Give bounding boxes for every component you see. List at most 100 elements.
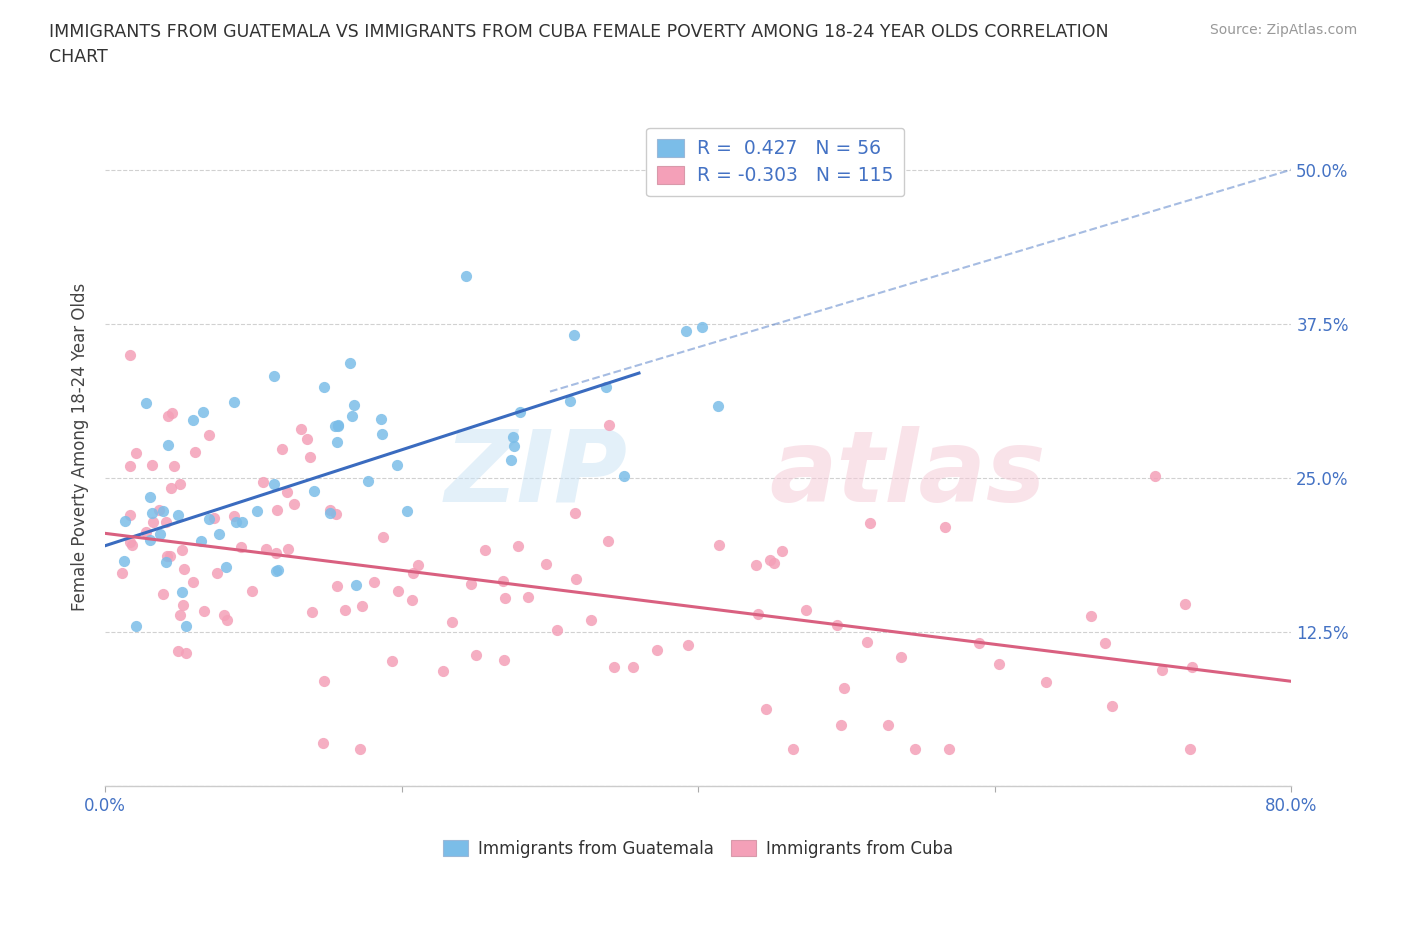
- Point: [283, 496, 305, 511]
- Point: [193, 405, 215, 419]
- Point: [1174, 597, 1197, 612]
- Point: [169, 607, 191, 622]
- Point: [205, 566, 228, 581]
- Point: [509, 405, 531, 419]
- Point: [267, 563, 290, 578]
- Point: [155, 554, 177, 569]
- Point: [141, 506, 163, 521]
- Point: [325, 418, 347, 433]
- Point: [156, 437, 179, 452]
- Point: [111, 565, 134, 580]
- Point: [859, 515, 882, 530]
- Point: [371, 529, 394, 544]
- Point: [197, 428, 219, 443]
- Point: [1035, 674, 1057, 689]
- Point: [301, 604, 323, 619]
- Point: [967, 636, 990, 651]
- Point: [314, 673, 336, 688]
- Point: [325, 507, 347, 522]
- Point: [215, 560, 238, 575]
- Point: [295, 432, 318, 446]
- Point: [181, 575, 204, 590]
- Point: [252, 475, 274, 490]
- Point: [1181, 660, 1204, 675]
- Point: [579, 612, 602, 627]
- Point: [387, 583, 409, 598]
- Point: [290, 421, 312, 436]
- Point: [406, 558, 429, 573]
- Point: [263, 368, 285, 383]
- Point: [707, 538, 730, 552]
- Point: [246, 503, 269, 518]
- Point: [381, 653, 404, 668]
- Point: [326, 435, 349, 450]
- Point: [349, 742, 371, 757]
- Point: [263, 476, 285, 491]
- Point: [934, 520, 956, 535]
- Point: [676, 637, 699, 652]
- Point: [759, 552, 782, 567]
- Point: [558, 393, 581, 408]
- Point: [856, 634, 879, 649]
- Point: [135, 525, 157, 539]
- Point: [762, 555, 785, 570]
- Point: [1080, 609, 1102, 624]
- Text: Source: ZipAtlas.com: Source: ZipAtlas.com: [1209, 23, 1357, 37]
- Point: [517, 590, 540, 604]
- Point: [1101, 699, 1123, 714]
- Point: [149, 527, 172, 542]
- Point: [125, 445, 148, 460]
- Point: [155, 514, 177, 529]
- Point: [396, 503, 419, 518]
- Point: [264, 546, 287, 561]
- Point: [156, 549, 179, 564]
- Point: [401, 565, 423, 580]
- Point: [825, 618, 848, 633]
- Point: [494, 591, 516, 605]
- Point: [595, 380, 617, 395]
- Point: [135, 395, 157, 410]
- Point: [254, 542, 277, 557]
- Point: [163, 458, 186, 473]
- Point: [904, 742, 927, 757]
- Point: [231, 514, 253, 529]
- Point: [229, 540, 252, 555]
- Point: [225, 515, 247, 530]
- Point: [502, 438, 524, 453]
- Point: [160, 405, 183, 420]
- Point: [120, 508, 142, 523]
- Point: [312, 379, 335, 394]
- Point: [139, 533, 162, 548]
- Point: [385, 458, 408, 472]
- Point: [299, 450, 322, 465]
- Point: [499, 453, 522, 468]
- Point: [603, 660, 626, 675]
- Point: [193, 604, 215, 618]
- Point: [222, 394, 245, 409]
- Point: [440, 615, 463, 630]
- Point: [120, 347, 142, 362]
- Point: [266, 502, 288, 517]
- Point: [707, 399, 730, 414]
- Point: [312, 735, 335, 750]
- Point: [240, 584, 263, 599]
- Point: [690, 320, 713, 335]
- Point: [357, 473, 380, 488]
- Point: [174, 618, 197, 633]
- Point: [772, 543, 794, 558]
- Point: [363, 575, 385, 590]
- Legend: Immigrants from Guatemala, Immigrants from Cuba: Immigrants from Guatemala, Immigrants fr…: [434, 831, 962, 867]
- Point: [938, 742, 960, 757]
- Point: [794, 603, 817, 618]
- Point: [222, 509, 245, 524]
- Point: [318, 506, 340, 521]
- Text: ZIP: ZIP: [444, 426, 627, 523]
- Point: [333, 603, 356, 618]
- Point: [152, 503, 174, 518]
- Point: [465, 648, 488, 663]
- Point: [1178, 742, 1201, 757]
- Point: [832, 681, 855, 696]
- Point: [598, 418, 620, 432]
- Point: [138, 490, 160, 505]
- Point: [987, 657, 1010, 671]
